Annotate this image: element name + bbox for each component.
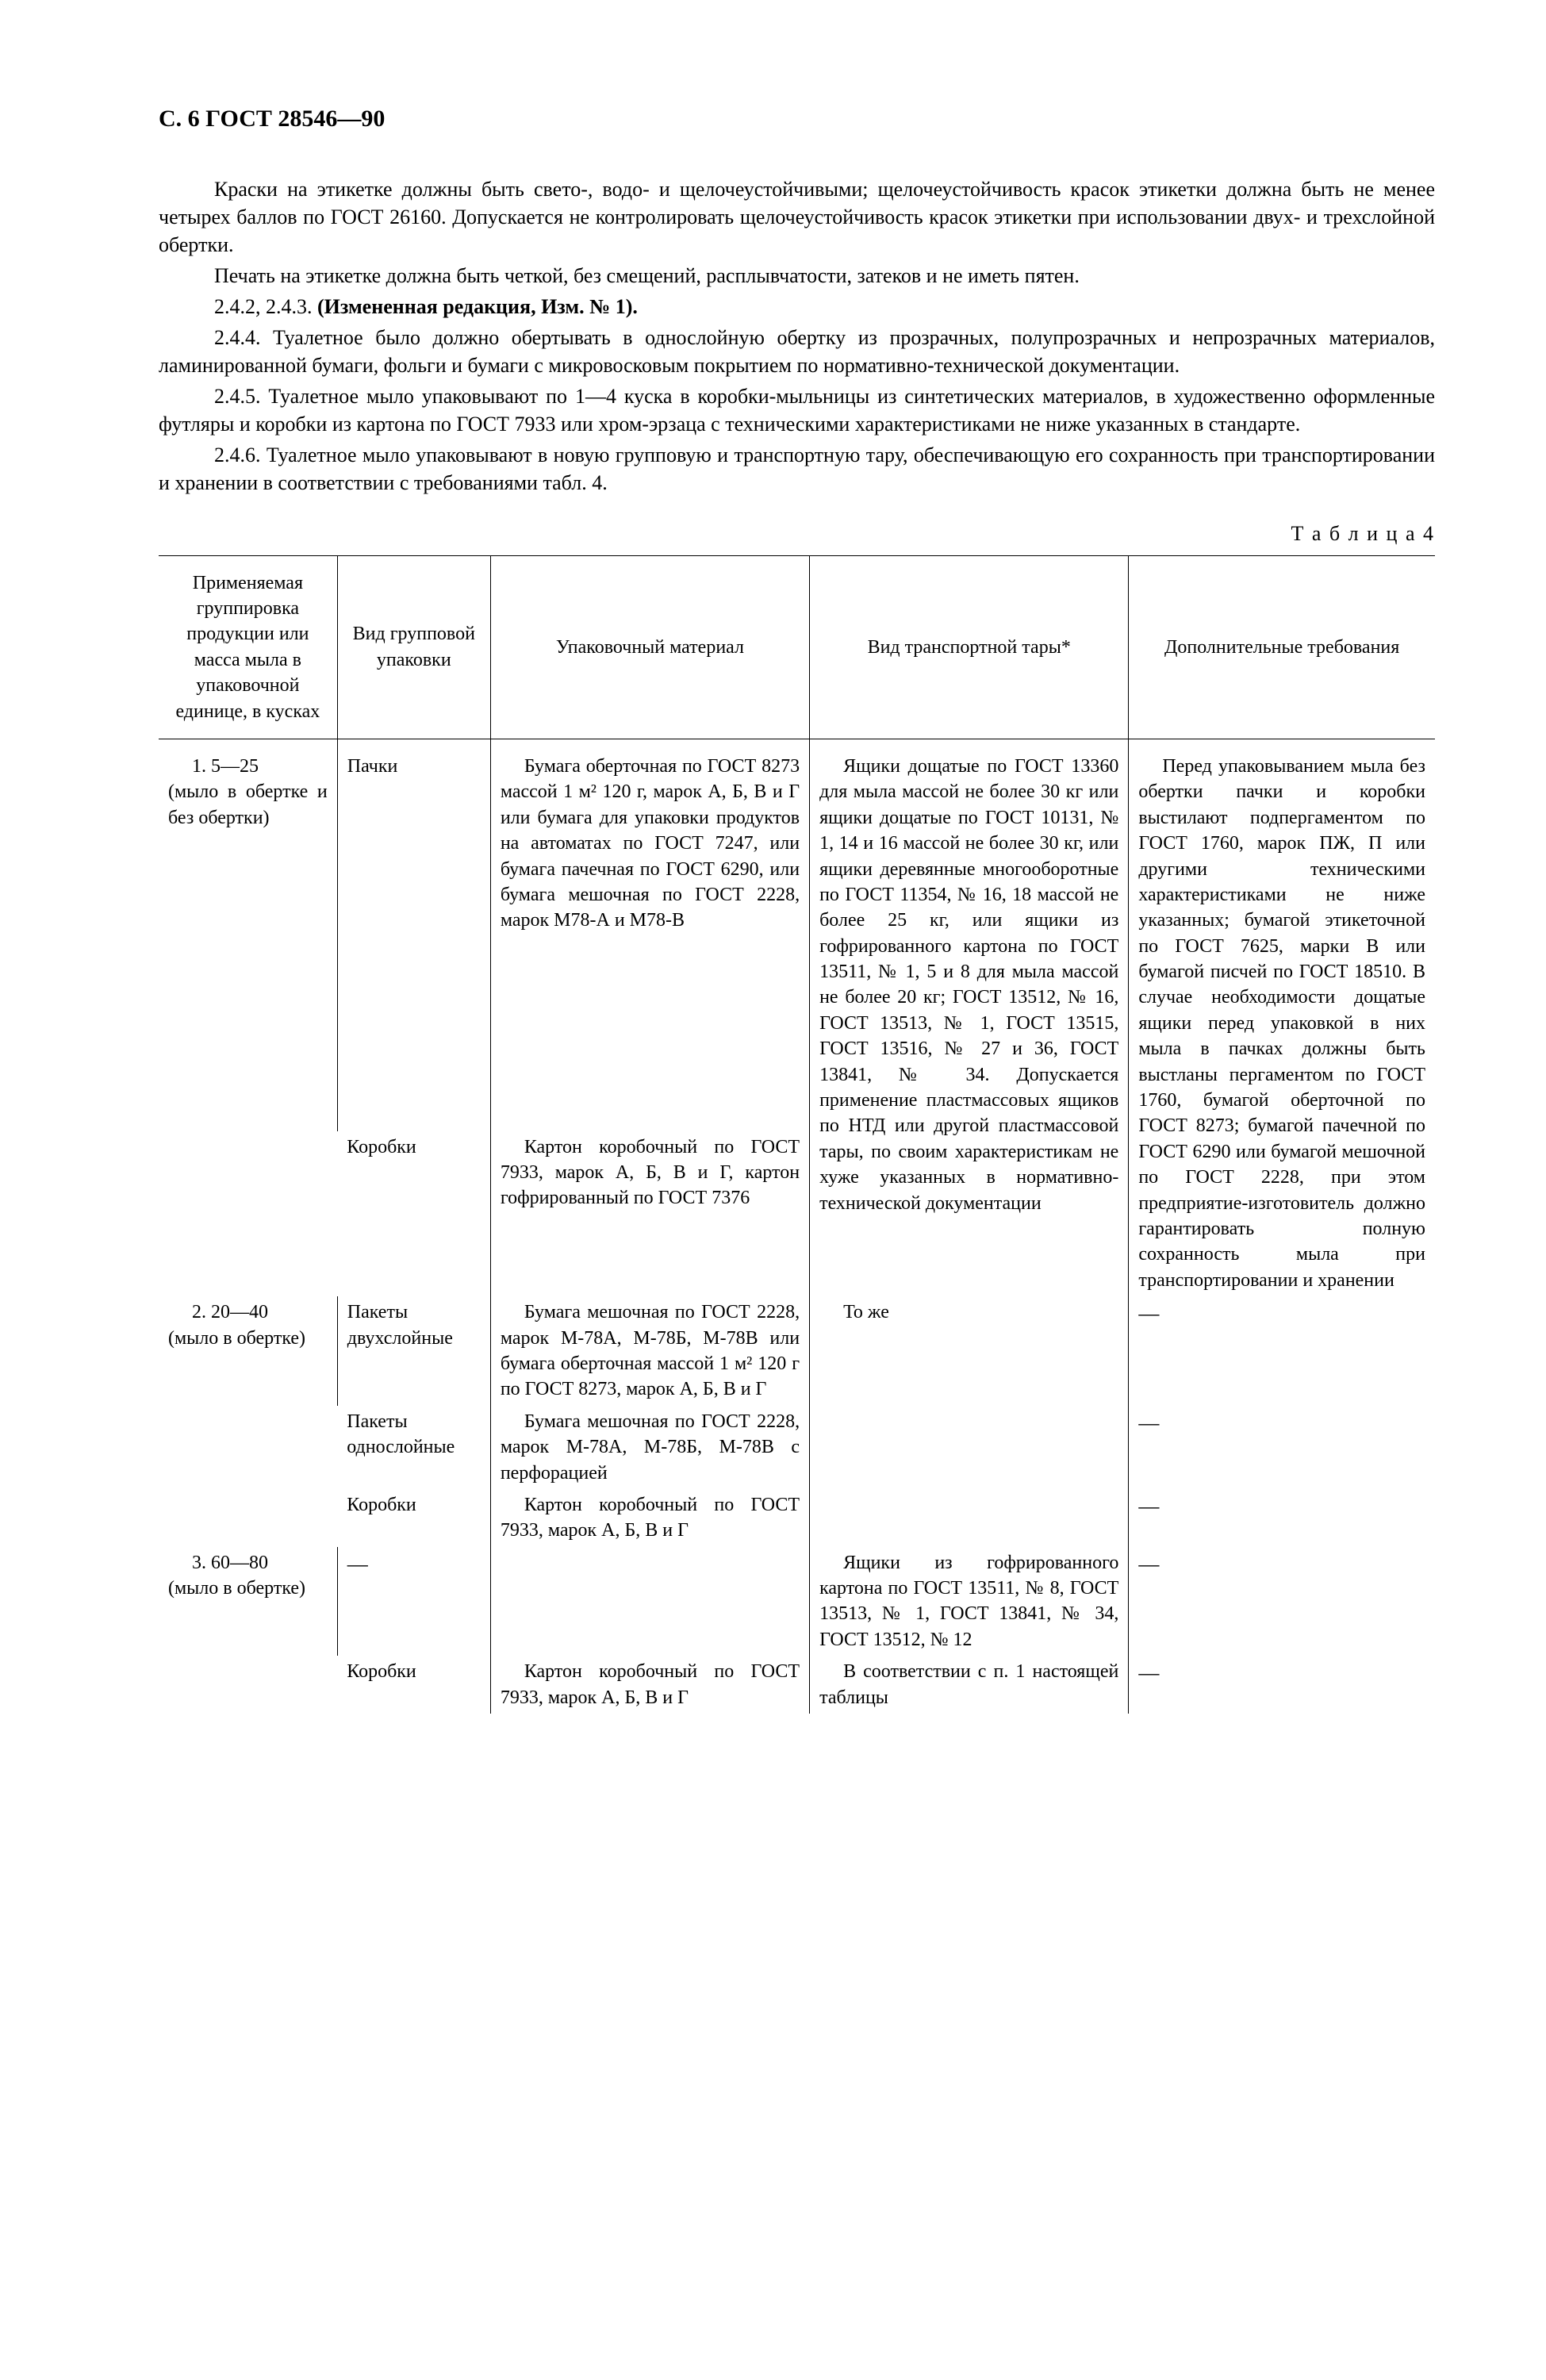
cell-dash: — [1129,1547,1435,1656]
body-text-block: Краски на этикетке должны быть свето-, в… [159,175,1435,497]
cell-dash: — [1129,1296,1435,1406]
cell-material: Бумага мешочная по ГОСТ 2228, марок М-78… [490,1296,809,1406]
cell-pack-type: Пакеты однослойные [337,1406,490,1489]
cell-material: Бумага оберточная по ГОСТ 8273 массой 1 … [490,739,809,1130]
col-header-requirements: Дополнительные требования [1129,555,1435,739]
col-header-grouping: Применяемая группировка продукции или ма… [159,555,337,739]
cell-empty [810,1489,1129,1547]
cell-dash: — [1129,1489,1435,1547]
cell-dash: — [1129,1656,1435,1714]
cell-material: Картон коробочный по ГОСТ 7933, марок А,… [490,1131,809,1297]
paragraph: 2.4.6. Туалетное мыло упаковывают в нову… [159,441,1435,497]
row-number: 1. 5—25 [168,754,328,779]
cell-empty [490,1547,809,1656]
col-header-material: Упаковочный материал [490,555,809,739]
table-row: 2. 20—40 (мыло в обертке) Пакеты двухсло… [159,1296,1435,1406]
row-number: 3. 60—80 [168,1550,328,1576]
table-row: Пакеты однослойные Бумага мешочная по ГО… [159,1406,1435,1489]
cell-grouping-2: 2. 20—40 (мыло в обертке) [159,1296,337,1547]
table-row: 3. 60—80 (мыло в обертке) — Ящики из гоф… [159,1547,1435,1656]
cell-pack-type: Пачки [337,739,490,1130]
cell-pack-type: Коробки [337,1131,490,1297]
paragraph: Печать на этикетке должна быть четкой, б… [159,262,1435,290]
row-note: (мыло в обертке и без обертки) [168,779,328,831]
cell-empty [810,1406,1129,1489]
cell-dash: — [337,1547,490,1656]
col-header-pack-type: Вид групповой упаковки [337,555,490,739]
table-row: Коробки Картон коробочный по ГОСТ 7933, … [159,1656,1435,1714]
cell-material: Картон коробочный по ГОСТ 7933, марок А,… [490,1656,809,1714]
cell-pack-type: Коробки [337,1489,490,1547]
table-row: Коробки Картон коробочный по ГОСТ 7933, … [159,1489,1435,1547]
cell-dash: — [1129,1406,1435,1489]
cell-transport: Ящики из гофрированного картона по ГОСТ … [810,1547,1129,1656]
cell-transport: В соответствии с п. 1 настоящей таблицы [810,1656,1129,1714]
cell-requirements: Перед упаковыванием мыла без обертки пач… [1129,739,1435,1296]
cell-transport: Ящики дощатые по ГОСТ 13360 для мыла мас… [810,739,1129,1296]
page-header: С. 6 ГОСТ 28546—90 [159,103,1435,136]
row-note: (мыло в обертке) [168,1326,328,1351]
cell-transport: То же [810,1296,1129,1406]
table-4: Применяемая группировка продукции или ма… [159,555,1435,1714]
cell-pack-type: Пакеты двухслойные [337,1296,490,1406]
table-row: 1. 5—25 (мыло в обертке и без обертки) П… [159,739,1435,1130]
document-page: С. 6 ГОСТ 28546—90 Краски на этикетке до… [0,0,1546,2380]
paragraph: Краски на этикетке должны быть свето-, в… [159,175,1435,259]
col-header-transport: Вид транспортной тары* [810,555,1129,739]
cell-material: Картон коробочный по ГОСТ 7933, марок А,… [490,1489,809,1547]
cell-material: Бумага мешочная по ГОСТ 2228, марок М-78… [490,1406,809,1489]
table-header-row: Применяемая группировка продукции или ма… [159,555,1435,739]
row-number: 2. 20—40 [168,1299,328,1325]
cell-grouping-1: 1. 5—25 (мыло в обертке и без обертки) [159,739,337,1296]
paragraph: 2.4.4. Туалетное было должно обертывать … [159,324,1435,379]
cell-grouping-3: 3. 60—80 (мыло в обертке) [159,1547,337,1714]
cell-pack-type: Коробки [337,1656,490,1714]
clause-number: 2.4.2, 2.4.3. [214,295,317,318]
paragraph: 2.4.5. Туалетное мыло упаковывают по 1—4… [159,382,1435,438]
amendment-note: (Измененная редакция, Изм. № 1). [317,295,638,318]
row-note: (мыло в обертке) [168,1576,328,1601]
table-caption: Т а б л и ц а 4 [159,520,1435,547]
paragraph: 2.4.2, 2.4.3. (Измененная редакция, Изм.… [159,293,1435,321]
